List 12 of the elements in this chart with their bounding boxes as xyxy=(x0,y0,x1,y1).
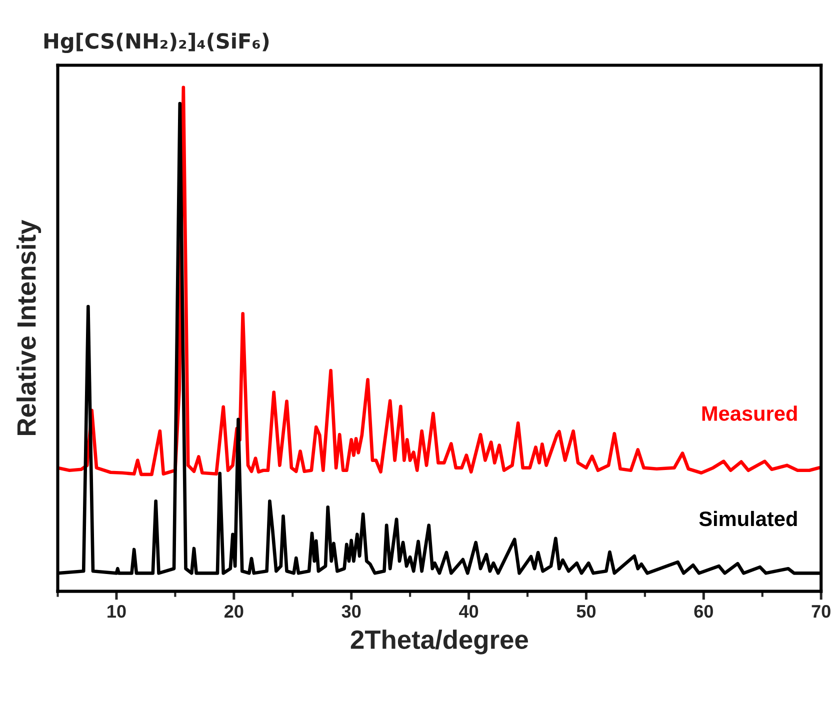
x-tick-label: 70 xyxy=(812,604,830,618)
y-axis-title: Relative Intensity xyxy=(16,220,42,436)
x-tick-label: 30 xyxy=(342,604,361,618)
series-label: Simulated xyxy=(699,510,797,526)
x-tick-label: 60 xyxy=(694,604,713,618)
x-tick-label: 20 xyxy=(224,604,244,618)
x-tick-label: 10 xyxy=(108,604,126,618)
x-tick-label: 50 xyxy=(576,604,596,618)
chart-title: Hg[CS(NH₂)₂]₄(SiF₆) xyxy=(44,32,269,54)
x-axis-title: 2Theta/degree xyxy=(350,630,528,654)
series-label: Measured xyxy=(702,406,797,421)
x-tick-label: 40 xyxy=(459,604,478,618)
